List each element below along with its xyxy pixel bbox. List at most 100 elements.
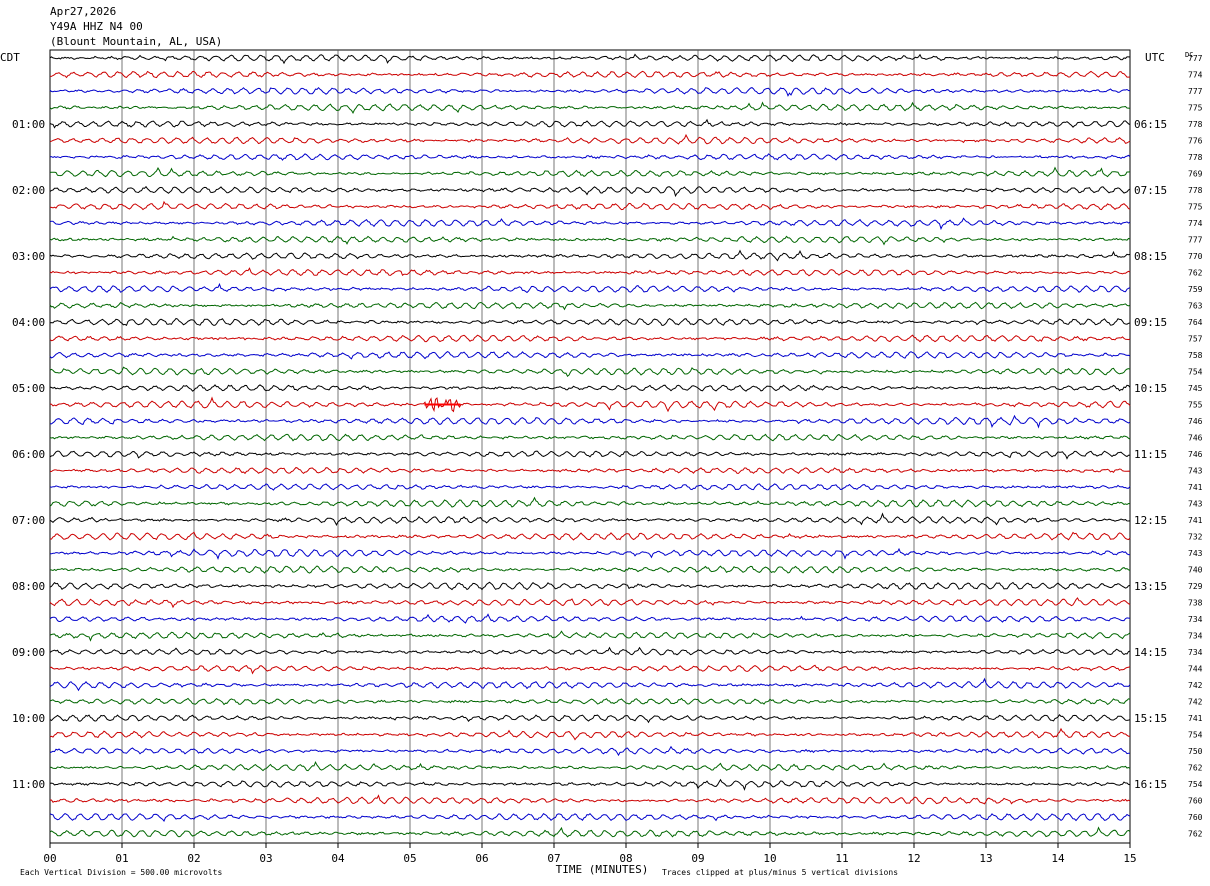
x-tick-label: 05 [403,852,416,865]
x-axis-label: TIME (MINUTES) [556,863,649,876]
x-tick-label: 06 [475,852,488,865]
seismic-trace [49,450,1131,460]
dc-offset-label: 778 [1188,120,1203,129]
seismic-trace [49,745,1131,757]
dc-offset-label: 741 [1188,714,1203,723]
dc-offset-label: 762 [1188,830,1203,839]
dc-offset-label: 754 [1188,368,1203,377]
utc-hour-label: 07:15 [1134,184,1167,197]
cdt-hour-label: 07:00 [12,514,45,527]
cdt-hour-label: 06:00 [12,448,45,461]
seismic-trace [49,581,1131,591]
dc-offset-label: 755 [1188,401,1203,410]
seismic-trace [49,466,1131,475]
seismic-trace [49,133,1131,145]
dc-offset-label: 764 [1188,318,1203,327]
seismic-trace [49,101,1131,114]
seismic-trace [49,483,1131,491]
dc-offset-label: 760 [1188,797,1203,806]
dc-offset-label: 742 [1188,698,1203,707]
dc-offset-label: 750 [1188,747,1203,756]
x-tick-label: 14 [1051,852,1065,865]
dc-offset-label: 775 [1188,104,1203,113]
utc-hour-label: 11:15 [1134,448,1167,461]
x-tick-label: 13 [979,852,992,865]
dc-offset-label: 778 [1188,186,1203,195]
dc-offset-label: 729 [1188,582,1203,591]
cdt-hour-label: 11:00 [12,778,45,791]
x-tick-label: 03 [259,852,272,865]
dc-offset-label: 746 [1188,450,1203,459]
seismic-trace [49,826,1131,838]
seismic-trace [49,217,1131,231]
dc-offset-label: 762 [1188,764,1203,773]
seismic-trace [49,714,1131,724]
left-axis-title: CDT [0,51,20,64]
scale-note: Each Vertical Division = 500.00 microvol… [20,868,222,877]
seismic-trace [49,597,1131,609]
utc-hour-label: 16:15 [1134,778,1167,791]
plot-frame [49,49,1131,844]
right-axis-title: UTC [1145,51,1165,64]
seismic-trace [49,267,1131,277]
dc-offset-label: 743 [1188,500,1203,509]
dc-offset-label: 762 [1188,269,1203,278]
cdt-hour-label: 01:00 [12,118,45,131]
dc-offset-label: 741 [1188,483,1203,492]
dc-offset-label: 745 [1188,384,1203,393]
seismic-trace [49,697,1131,706]
utc-hour-label: 14:15 [1134,646,1167,659]
dc-offset-label: 774 [1188,71,1203,80]
seismic-trace [49,531,1131,541]
seismic-trace [49,185,1131,198]
seismic-trace [49,630,1131,642]
x-tick-label: 00 [43,852,56,865]
dc-offset-label: 732 [1188,533,1203,542]
seismic-trace [49,282,1131,294]
seismic-trace [49,317,1131,327]
seismic-trace [49,677,1131,692]
dc-offset-label: 775 [1188,203,1203,212]
cdt-hour-label: 10:00 [12,712,45,725]
seismic-trace [49,249,1131,262]
seismic-trace [49,727,1130,741]
dc-offset-label: 763 [1188,302,1203,311]
seismic-trace [49,334,1131,343]
x-tick-label: 02 [187,852,200,865]
dc-offset-label: 757 [1188,335,1203,344]
dc-offset-label: 774 [1188,219,1203,228]
dc-offset-label: 777 [1188,236,1203,245]
cdt-hour-label: 04:00 [12,316,45,329]
dc-offset-label: 777 [1188,87,1203,96]
clip-note: Traces clipped at plus/minus 5 vertical … [662,868,898,877]
seismic-trace [49,414,1131,429]
utc-hour-label: 10:15 [1134,382,1167,395]
header-location: (Blount Mountain, AL, USA) [50,35,223,48]
dc-offset-label: 777 [1188,54,1203,63]
seismic-trace [49,812,1131,822]
seismic-trace [49,384,1131,392]
cdt-hour-label: 05:00 [12,382,45,395]
seismic-trace [49,86,1131,97]
utc-hour-label: 08:15 [1134,250,1167,263]
x-tick-label: 11 [835,852,848,865]
x-tick-label: 08 [619,852,632,865]
seismic-trace [49,53,1131,65]
dc-offset-label: 741 [1188,516,1203,525]
seismic-trace [49,496,1131,508]
dc-offset-label: 744 [1188,665,1203,674]
seismic-trace [49,301,1131,311]
seismic-trace [49,778,1131,791]
seismic-trace [49,153,1131,161]
seismic-trace [49,761,1131,772]
dc-offset-label: 738 [1188,599,1203,608]
dc-offset-label: 759 [1188,285,1203,294]
dc-offset-label: 740 [1188,566,1203,575]
seismic-trace [49,565,1131,574]
utc-hour-label: 06:15 [1134,118,1167,131]
dc-offset-label: 743 [1188,549,1203,558]
seismic-trace [50,547,1131,560]
seismic-trace [49,794,1131,805]
seismic-trace [49,433,1131,442]
dc-offset-label: 746 [1188,434,1203,443]
